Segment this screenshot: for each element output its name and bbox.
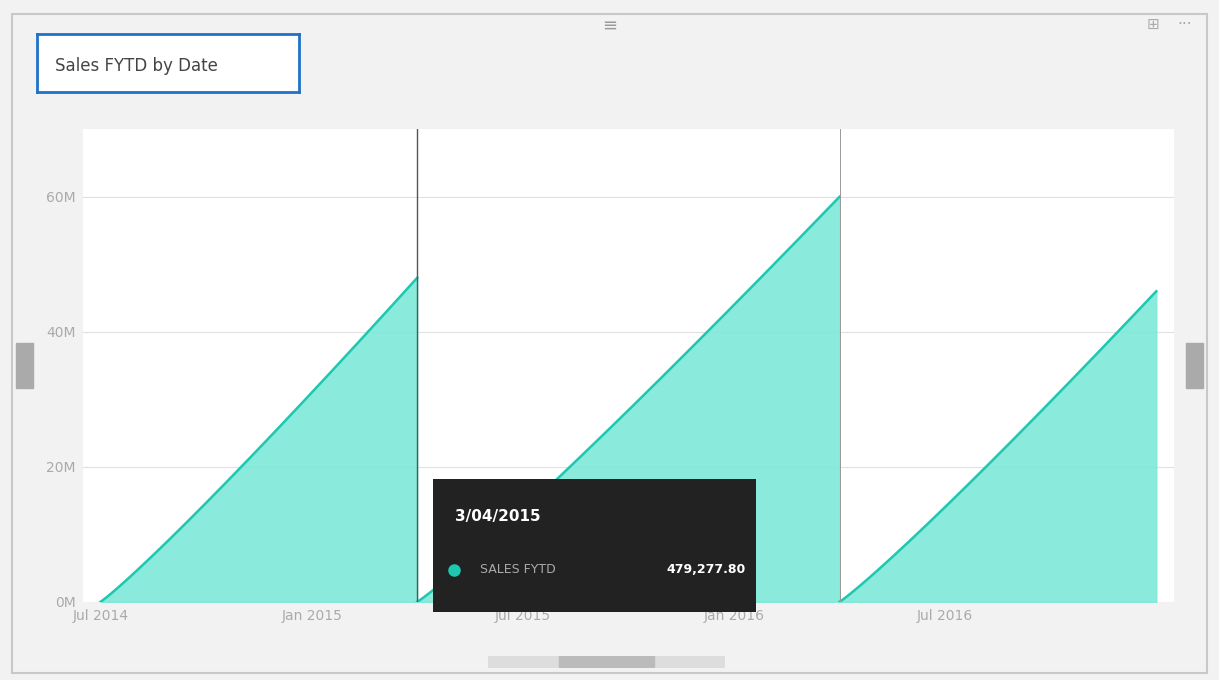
Text: Sales FYTD by Date: Sales FYTD by Date xyxy=(55,57,218,75)
Text: SALES FYTD: SALES FYTD xyxy=(479,563,556,576)
Text: ⊞: ⊞ xyxy=(1147,17,1159,32)
Bar xyxy=(560,656,655,667)
Text: 3/04/2015: 3/04/2015 xyxy=(456,509,541,524)
Text: ···: ··· xyxy=(1178,17,1192,32)
Text: ≡: ≡ xyxy=(602,17,617,35)
Text: 479,277.80: 479,277.80 xyxy=(667,563,746,576)
